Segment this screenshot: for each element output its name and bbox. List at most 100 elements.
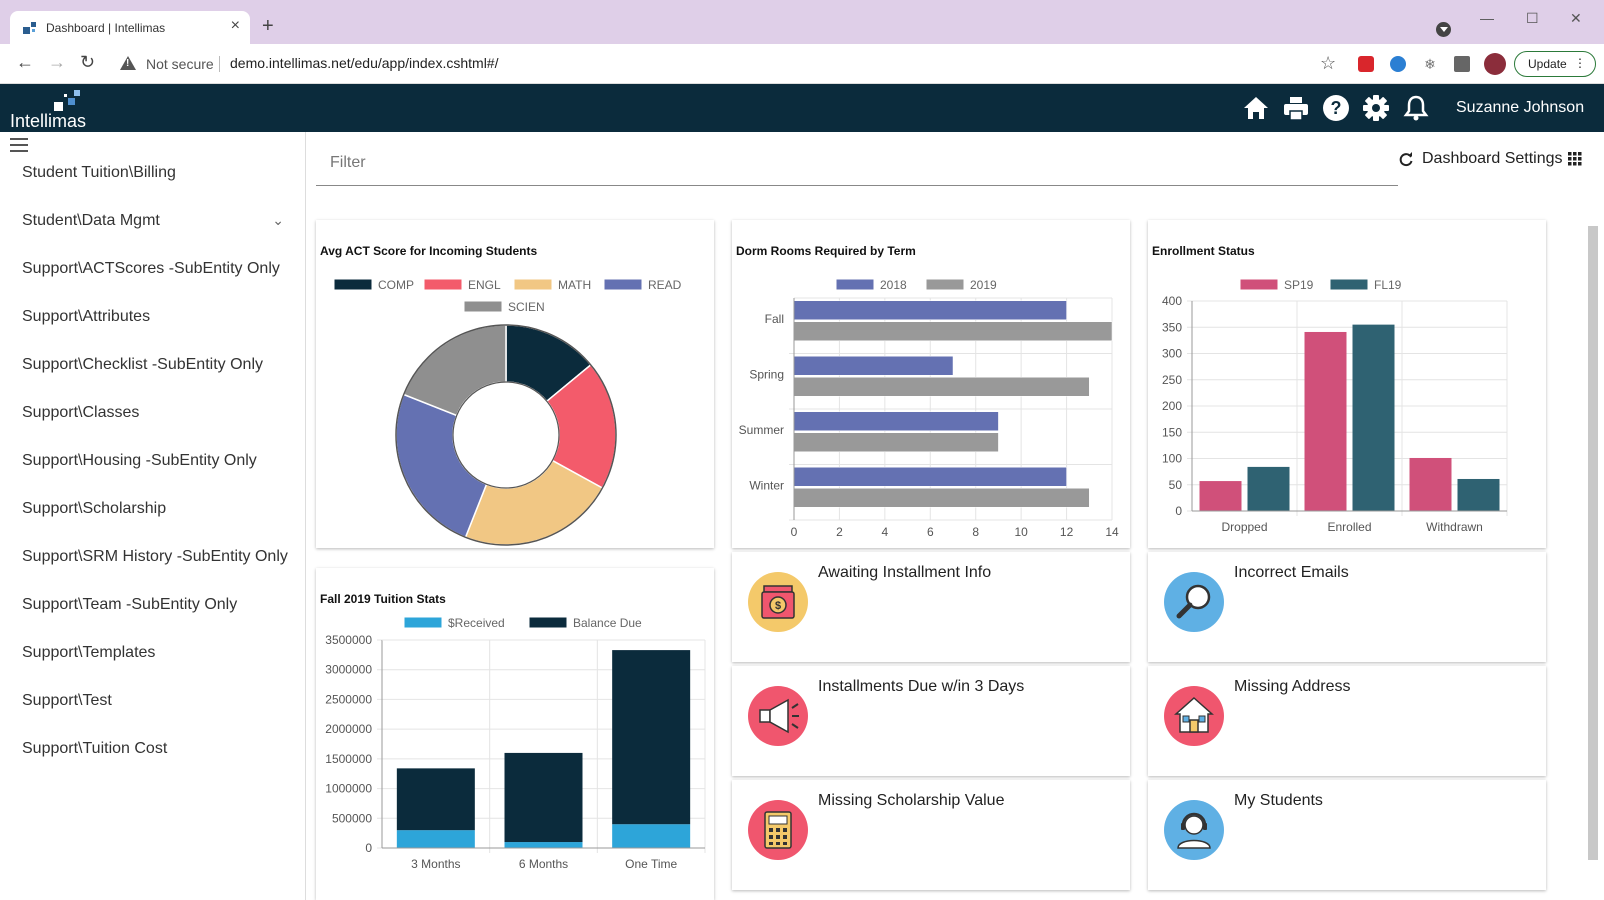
dorm-rooms-bar-chart[interactable]: 2018 2019 0 2 4 6 8 10 12 14 Fall Spring Summer Winte… [732, 220, 1130, 548]
window-minimize-button[interactable]: — [1480, 10, 1494, 26]
sidebar-item-support-classes[interactable]: Support\Classes [0, 390, 306, 438]
sidebar-item-support-tuition-cost[interactable]: Support\Tuition Cost [0, 726, 306, 774]
tile-label: Incorrect Emails [1234, 564, 1349, 581]
reload-icon[interactable]: ↻ [80, 52, 96, 72]
sidebar-item-support-scholarship[interactable]: Support\Scholarship [0, 486, 306, 534]
update-label: Update [1528, 57, 1567, 71]
legend-swatch [403, 616, 443, 629]
help-icon[interactable]: ? [1322, 94, 1350, 122]
settings-icon[interactable] [1362, 94, 1390, 122]
y-tick-label: 300 [1162, 347, 1182, 361]
back-arrow-icon[interactable]: ← [16, 52, 34, 72]
y-tick-label: 3000000 [325, 663, 372, 677]
y-category-label: Winter [749, 478, 784, 492]
sidebar-item-label: Support\Attributes [22, 308, 151, 325]
refresh-icon[interactable] [1398, 151, 1414, 167]
sidebar-item-support-housing[interactable]: Support\Housing -SubEntity Only [0, 438, 306, 486]
y-tick-label: 500000 [332, 811, 372, 825]
window-maximize-button[interactable]: ☐ [1526, 10, 1539, 26]
intellimas-favicon-icon [23, 22, 36, 34]
dorm-rooms-title: Dorm Rooms Required by Term [736, 244, 916, 258]
bell-icon[interactable] [1402, 94, 1430, 122]
sidebar-item-student-data-mgmt[interactable]: Student\Data Mgmt ⌄ [0, 198, 306, 246]
y-tick-label: 3500000 [325, 633, 372, 647]
bar-received-3-months [396, 830, 475, 848]
bar-balance-6-months [504, 752, 583, 843]
tile-missing-address[interactable]: Missing Address [1148, 666, 1546, 776]
sidebar-item-support-templates[interactable]: Support\Templates [0, 630, 306, 678]
update-button[interactable]: Update ⋮ [1514, 51, 1596, 77]
bar-received-6-months [504, 842, 583, 848]
bar-2018-fall [793, 300, 1067, 320]
bookmark-star-icon[interactable]: ☆ [1320, 53, 1337, 73]
x-category-label: Dropped [1221, 520, 1267, 534]
bar-fl19-dropped [1247, 466, 1290, 511]
window-close-button[interactable]: ✕ [1570, 10, 1582, 26]
legend-label: COMP [378, 278, 414, 292]
tab-search-icon[interactable] [1436, 22, 1451, 37]
act-score-donut-chart[interactable]: COMP ENGL MATH READ SCIEN [316, 220, 714, 548]
not-secure-label[interactable]: Not secure [146, 56, 214, 72]
bar-sp19-dropped [1199, 481, 1242, 511]
profile-avatar[interactable] [1484, 53, 1506, 75]
home-icon[interactable] [1242, 94, 1270, 122]
tile-awaiting-installment-info[interactable]: $ Awaiting Installment Info [732, 552, 1130, 662]
dorm-rooms-card: Dorm Rooms Required by Term 2018 2019 0 2 4 6… [732, 220, 1130, 548]
tile-incorrect-emails[interactable]: Incorrect Emails [1148, 552, 1546, 662]
apps-grid-icon[interactable] [1568, 152, 1582, 166]
svg-text:?: ? [1331, 98, 1342, 118]
legend-label: MATH [558, 278, 591, 292]
user-name-menu[interactable]: Suzanne Johnson [1456, 99, 1585, 116]
browser-tab-title: Dashboard | Intellimas [46, 21, 166, 35]
legend-label: ENGL [468, 278, 501, 292]
extension-red-icon[interactable] [1358, 56, 1374, 72]
print-icon[interactable] [1282, 94, 1310, 122]
extension-snowflake-icon[interactable]: ❄ [1422, 56, 1438, 72]
extension-globe-icon[interactable] [1390, 56, 1406, 72]
money-register-icon: $ [748, 572, 808, 632]
warning-icon[interactable] [120, 56, 136, 70]
legend-swatch [423, 278, 463, 291]
enrollment-status-card: Enrollment Status SP19 FL19 0 50 100 150 200 25… [1148, 220, 1546, 548]
chevron-down-icon[interactable]: ⌄ [272, 212, 284, 228]
sidebar-item-support-team[interactable]: Support\Team -SubEntity Only [0, 582, 306, 630]
browser-tab[interactable]: Dashboard | Intellimas × [10, 11, 250, 44]
sidebar-item-label: Support\ACTScores -SubEntity Only [22, 260, 280, 277]
tile-label: Missing Address [1234, 678, 1351, 695]
extensions-puzzle-icon[interactable] [1454, 56, 1470, 72]
sidebar: Student Tuition\Billing Student\Data Mgm… [0, 132, 306, 900]
bar-balance-3-months [396, 768, 475, 831]
url-separator [219, 56, 220, 72]
bar-2019-winter [793, 488, 1090, 508]
tile-missing-scholarship-value[interactable]: Missing Scholarship Value [732, 780, 1130, 890]
x-category-label: Withdrawn [1426, 520, 1483, 534]
x-tick-label: 12 [1060, 525, 1074, 539]
legend-swatch [513, 278, 553, 291]
legend-label: READ [648, 278, 682, 292]
sidebar-item-support-test[interactable]: Support\Test [0, 678, 306, 726]
filter-input[interactable] [316, 140, 1398, 185]
sidebar-item-support-attributes[interactable]: Support\Attributes [0, 294, 306, 342]
y-category-label: Summer [739, 423, 784, 437]
app-logo-text[interactable]: Intellimas [10, 111, 87, 131]
hamburger-menu-icon[interactable] [10, 138, 28, 152]
sidebar-item-support-checklist[interactable]: Support\Checklist -SubEntity Only [0, 342, 306, 390]
tab-close-icon[interactable]: × [230, 17, 240, 34]
sidebar-item-support-actscores[interactable]: Support\ACTScores -SubEntity Only [0, 246, 306, 294]
sidebar-item-support-srm-history[interactable]: Support\SRM History -SubEntity Only [0, 534, 306, 582]
tile-my-students[interactable]: My Students [1148, 780, 1546, 890]
intellimas-logo-icon[interactable] [54, 90, 82, 112]
scrollbar-thumb[interactable] [1588, 226, 1598, 860]
forward-arrow-icon[interactable]: → [48, 52, 66, 72]
page-scrollbar[interactable] [1586, 210, 1600, 900]
tile-installments-due[interactable]: Installments Due w/in 3 Days [732, 666, 1130, 776]
tuition-stats-stacked-chart[interactable]: $Received Balance Due 0 500000 1000000 150000… [316, 568, 714, 900]
donut-inner-outline [452, 381, 560, 489]
sidebar-item-student-tuition-billing[interactable]: Student Tuition\Billing [0, 150, 306, 198]
url-field[interactable]: demo.intellimas.net/edu/app/index.cshtml… [230, 55, 499, 71]
bar-2019-fall [793, 321, 1113, 341]
legend-swatch [835, 278, 875, 291]
new-tab-button[interactable]: + [262, 15, 274, 37]
calculator-icon [748, 800, 808, 860]
